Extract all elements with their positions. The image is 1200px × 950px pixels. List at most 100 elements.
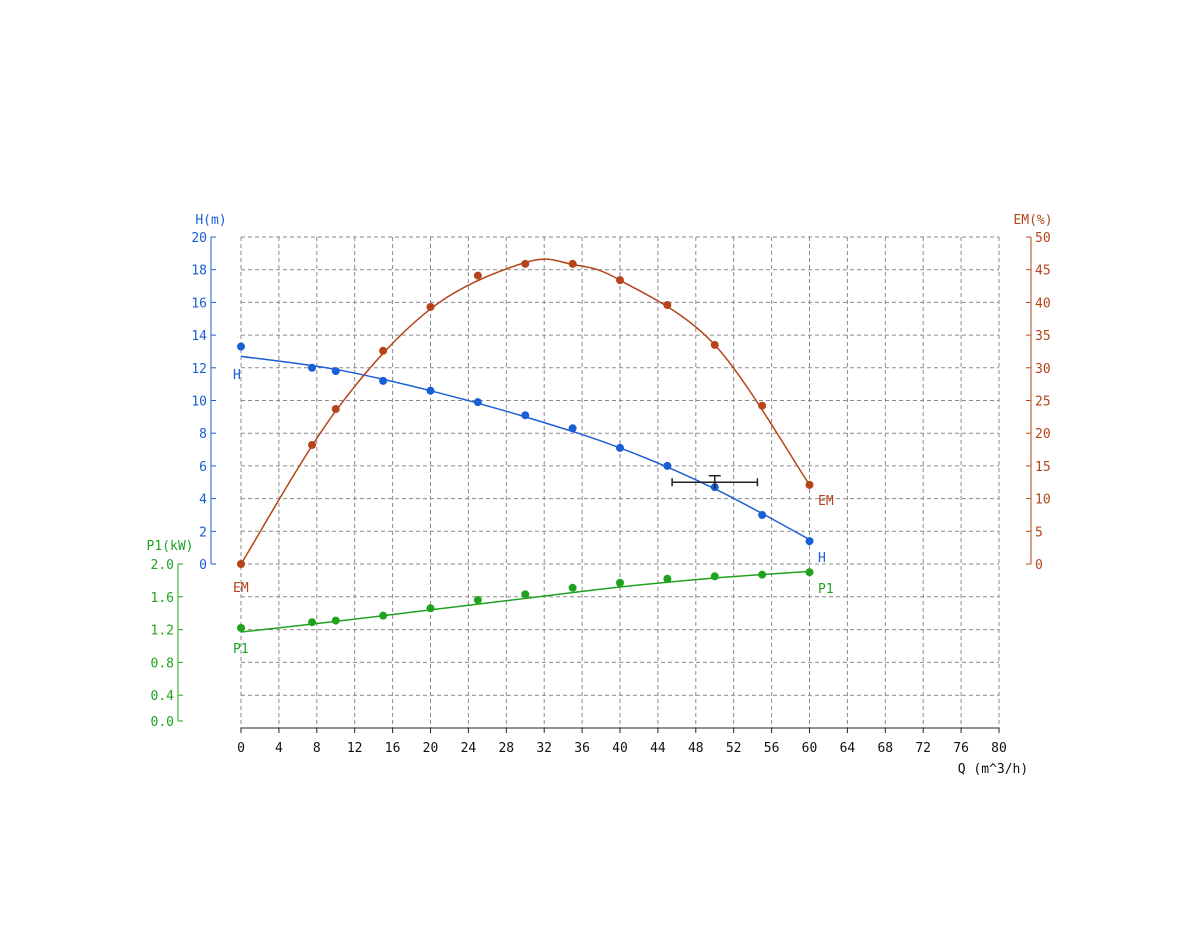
h-point [237, 342, 245, 351]
grid [240, 236, 1000, 729]
p1-point [568, 583, 577, 592]
p1-tick-label: 1.2 [151, 624, 174, 639]
em-point [237, 560, 245, 568]
h-tick-label: 2 [199, 525, 207, 540]
h-point [426, 386, 435, 395]
x-tick-label: 40 [612, 741, 628, 756]
h-point [473, 398, 482, 407]
em-point [379, 346, 388, 355]
x-tick-label: 0 [237, 741, 245, 756]
em-point [308, 440, 317, 449]
p1-point [426, 604, 435, 613]
h-point [663, 461, 672, 470]
h-tick-label: 18 [191, 264, 207, 279]
em-tick-label: 0 [1035, 558, 1043, 573]
p1-point [663, 574, 672, 583]
em-tick-label: 35 [1035, 329, 1051, 344]
em-tick-label: 5 [1035, 525, 1043, 540]
h-tick-label: 10 [191, 395, 207, 410]
em-point [805, 480, 814, 489]
p1-point [308, 618, 317, 627]
p1-point [521, 590, 530, 599]
x-tick-label: 76 [953, 741, 969, 756]
em-tick-label: 10 [1035, 493, 1051, 508]
h-point [521, 411, 530, 420]
p1-tick-label: 0.8 [151, 656, 174, 671]
x-tick-label: 20 [423, 741, 439, 756]
x-tick-label: 80 [991, 741, 1007, 756]
p1-point [805, 568, 814, 577]
h-point [568, 424, 577, 433]
em-end-label: EM [818, 494, 834, 509]
p1-start-label: P1 [233, 642, 249, 657]
x-axis-label: Q (m^3/h) [958, 762, 1028, 777]
em-tick-label: 25 [1035, 395, 1051, 410]
p1-point [379, 611, 388, 620]
em-tick-label: 20 [1035, 427, 1051, 442]
x-tick-label: 24 [461, 741, 477, 756]
h-point [616, 443, 624, 452]
p1-tick-label: 1.6 [151, 591, 174, 606]
x-tick-label: 44 [650, 741, 666, 756]
x-tick-label: 32 [536, 741, 552, 756]
x-tick-label: 16 [385, 741, 401, 756]
em-point [663, 301, 672, 310]
axes: Q (m^3/h) H(m) EM(%) P1(kW) 0 4 8 12 16 20 24 2… [147, 213, 1053, 777]
h-axis-label: H(m) [195, 213, 226, 228]
p1-axis-label: P1(kW) [147, 539, 194, 554]
em-tick-label: 50 [1035, 231, 1051, 246]
em-tick-label: 45 [1035, 264, 1051, 279]
p1-point [710, 572, 719, 581]
em-axis-label: EM(%) [1013, 213, 1052, 228]
h-tick-label: 0 [199, 558, 207, 573]
p1-point [616, 578, 624, 587]
em-point [426, 302, 435, 311]
x-tick-label: 8 [313, 741, 321, 756]
x-tick-label: 52 [726, 741, 742, 756]
x-tick-label: 56 [764, 741, 780, 756]
em-tick-label: 15 [1035, 460, 1051, 475]
curves [237, 258, 814, 633]
x-tick-label: 12 [347, 741, 363, 756]
x-tick-label: 72 [915, 741, 931, 756]
p1-tick-label: 0.4 [151, 689, 175, 704]
p1-tick-label: 0.0 [151, 715, 174, 730]
h-point [758, 510, 767, 519]
em-point [568, 259, 577, 268]
em-point [616, 276, 624, 285]
h-tick-label: 20 [191, 231, 207, 246]
p1-tick-label: 2.0 [151, 558, 174, 573]
x-tick-label: 36 [574, 741, 590, 756]
x-tick-label: 4 [275, 741, 283, 756]
h-point [379, 376, 388, 385]
h-point [331, 367, 340, 376]
em-point [521, 259, 530, 268]
em-start-label: EM [233, 581, 249, 596]
h-tick-label: 14 [191, 329, 207, 344]
p1-point [331, 616, 340, 625]
em-point [473, 271, 482, 280]
h-curve [240, 355, 810, 541]
h-tick-label: 4 [199, 493, 207, 508]
em-point [758, 401, 767, 410]
p1-point [473, 596, 482, 605]
curve-labels: H H EM EM P1 P1 [233, 368, 834, 657]
h-end-label: H [818, 551, 826, 566]
x-tick-label: 60 [802, 741, 818, 756]
h-point [308, 363, 317, 372]
em-point [331, 405, 340, 414]
p1-curve [240, 570, 810, 633]
x-tick-label: 28 [498, 741, 514, 756]
x-tick-label: 68 [877, 741, 893, 756]
x-tick-label: 64 [840, 741, 856, 756]
h-tick-label: 12 [191, 362, 207, 377]
h-tick-label: 16 [191, 296, 207, 311]
h-point [805, 537, 814, 546]
em-tick-label: 40 [1035, 296, 1051, 311]
em-tick-label: 30 [1035, 362, 1051, 377]
p1-point [237, 623, 245, 632]
x-tick-label: 48 [688, 741, 704, 756]
h-tick-label: 8 [199, 427, 207, 442]
h-tick-label: 6 [199, 460, 207, 475]
